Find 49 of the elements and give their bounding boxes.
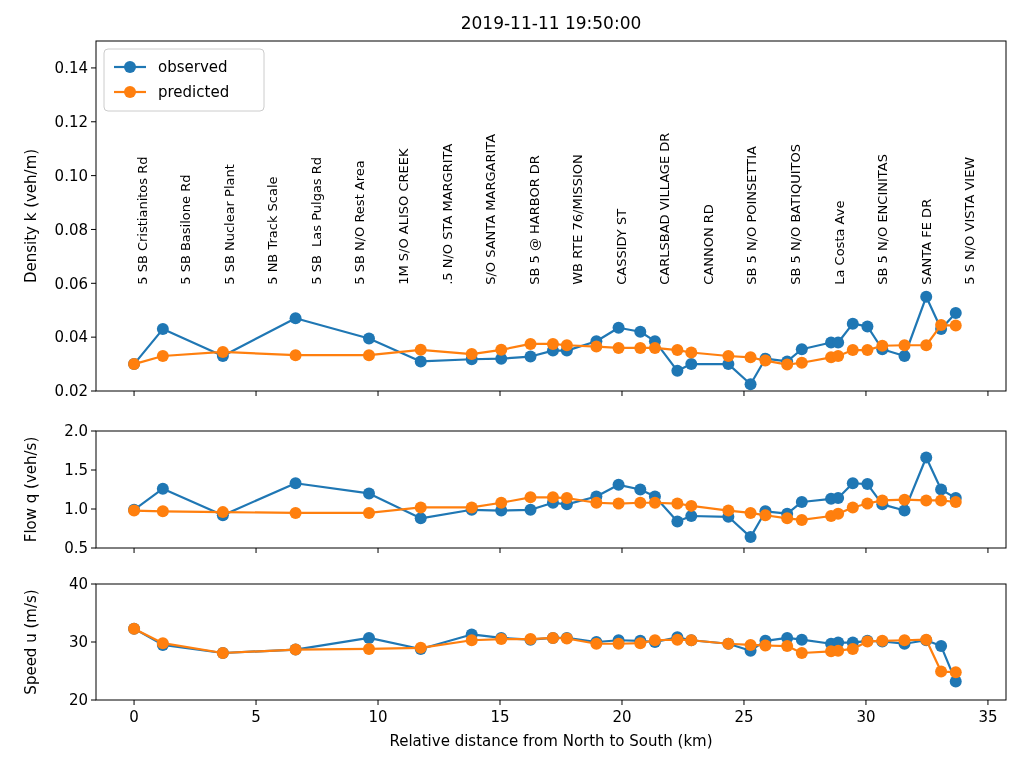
annotation: La Costa Ave — [831, 200, 847, 285]
annotation: .5 N/O STA MARGRITA — [439, 143, 455, 285]
y-tick-label: 0.02 — [54, 382, 88, 401]
annotation: 5 SB Cristianitos Rd — [134, 156, 150, 285]
y-axis-title: Flow q (veh/s) — [22, 436, 40, 543]
x-tick-label: 5 — [251, 708, 261, 726]
y-tick-label: 20 — [68, 691, 88, 710]
x-tick-label: 0 — [129, 708, 139, 726]
chart-title: 2019-11-11 19:50:00 — [460, 13, 642, 33]
annotation: WB RTE 76/MISSION — [570, 154, 586, 285]
x-tick-label: 35 — [978, 708, 998, 726]
x-tick-label: 15 — [490, 708, 510, 726]
annotation: SB 5 N/O BATIQUITOS — [788, 144, 804, 285]
y-tick-label: 0.5 — [64, 539, 88, 558]
y-tick-label: 0.06 — [54, 274, 88, 293]
annotation: 1M S/O ALISO CREEK — [395, 148, 411, 285]
y-tick-label: 2.0 — [64, 422, 88, 441]
annotation: SB 5 @ HARBOR DR — [526, 155, 542, 285]
y-axis-title: Speed u (m/s) — [22, 589, 40, 695]
y-tick-label: 0.08 — [54, 220, 88, 239]
annotation: SB 5 N/O ENCINITAS — [875, 154, 891, 285]
legend-label: predicted — [158, 83, 230, 102]
annotation: CASSIDY ST — [613, 208, 629, 285]
y-tick-label: 0.12 — [54, 113, 88, 132]
annotation: 5 SB Basilone Rd — [178, 174, 194, 285]
y-tick-label: 0.04 — [54, 328, 88, 347]
annotation: 5 SB Las Pulgas Rd — [308, 156, 324, 285]
y-tick-label: 1.5 — [64, 461, 88, 480]
y-tick-label: 0.10 — [54, 166, 88, 185]
annotation: S/O SANTA MARGARITA — [483, 133, 499, 285]
annotation: SANTA FE DR — [918, 198, 934, 285]
x-axis-title: Relative distance from North to South (km) — [389, 732, 713, 750]
annotation: 5 S N/O VISTA VIEW — [962, 156, 978, 285]
x-tick-label: 30 — [856, 708, 876, 726]
annotation: CARLSBAD VILLAGE DR — [657, 132, 673, 285]
annotation: 5 SB N/O Rest Area — [352, 160, 368, 285]
y-tick-label: 0.14 — [54, 59, 88, 78]
y-tick-label: 40 — [68, 575, 88, 594]
annotation: 5 NB Track Scale — [265, 176, 281, 285]
x-tick-label: 25 — [734, 708, 754, 726]
annotation: CANNON RD — [700, 204, 716, 285]
legend-label: observed — [158, 58, 228, 77]
annotation: SB 5 N/O POINSETTIA — [744, 146, 760, 285]
x-tick-label: 20 — [612, 708, 632, 726]
x-tick-label: 10 — [368, 708, 388, 726]
y-tick-label: 30 — [68, 633, 88, 652]
y-tick-label: 1.0 — [64, 500, 88, 519]
y-axis-title: Density k (veh/m) — [22, 148, 40, 284]
annotation: 5 SB Nuclear Plant — [221, 164, 237, 285]
